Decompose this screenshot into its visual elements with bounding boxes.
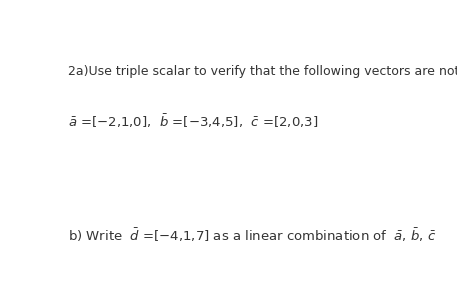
Text: $\bar{a}$ =[$-$2,1,0],  $\bar{b}$ =[$-$3,4,5],  $\bar{c}$ =[2,0,3]: $\bar{a}$ =[$-$2,1,0], $\bar{b}$ =[$-$3,…: [68, 113, 318, 131]
Text: 2a)Use triple scalar to verify that the following vectors are: 2a)Use triple scalar to verify that the …: [68, 65, 439, 79]
Text: not coplanar: not coplanar: [439, 65, 457, 79]
Text: b) Write  $\bar{d}$ =[$-$4,1,7] as a linear combination of  $\bar{a}$, $\bar{b}$: b) Write $\bar{d}$ =[$-$4,1,7] as a line…: [68, 227, 436, 244]
